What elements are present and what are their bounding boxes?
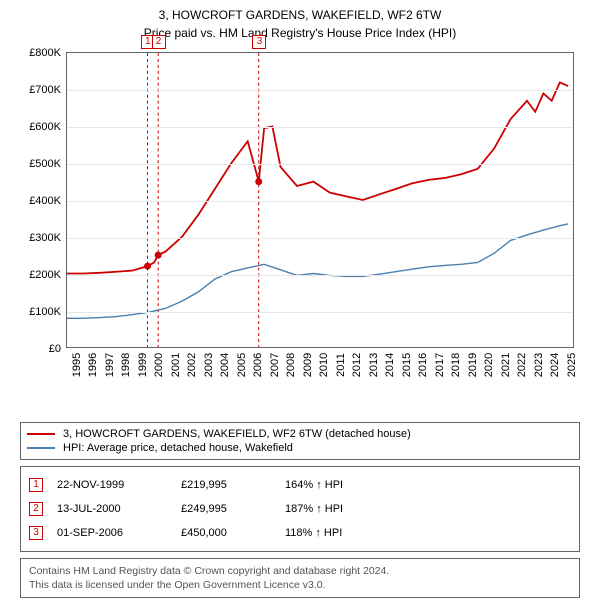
sales-pct: 118% ↑ HPI [285,527,571,539]
sales-price: £249,995 [181,503,271,515]
attribution-line-1: Contains HM Land Registry data © Crown c… [29,564,571,578]
x-axis-label: 2024 [545,353,561,377]
chart-svg [67,53,573,347]
legend-label-hpi: HPI: Average price, detached house, Wake… [63,442,293,454]
sales-row: 1 22-NOV-1999 £219,995 164% ↑ HPI [29,473,571,497]
x-axis-label: 2019 [463,353,479,377]
sales-date: 13-JUL-2000 [57,503,167,515]
y-axis-label: £0 [49,343,67,355]
sales-pct: 164% ↑ HPI [285,479,571,491]
sales-marker-num: 2 [29,502,43,516]
chart-title-1: 3, HOWCROFT GARDENS, WAKEFIELD, WF2 6TW [10,6,590,24]
x-axis-label: 2013 [364,353,380,377]
y-axis-label: £100K [29,306,67,318]
grid-line [67,238,573,239]
legend-swatch-hpi [27,447,55,449]
x-axis-label: 2015 [397,353,413,377]
sale-point-dot [155,252,162,259]
chart-area: £0 £100K £200K £300K £400K £500K £600K £700K £80… [20,48,580,388]
x-axis-label: 2004 [215,353,231,377]
x-axis-label: 2025 [562,353,578,377]
grid-line [67,201,573,202]
x-axis-label: 2020 [479,353,495,377]
x-axis-label: 1995 [67,353,83,377]
x-axis-label: 2010 [314,353,330,377]
sales-price: £450,000 [181,527,271,539]
x-axis-label: 2011 [331,353,347,377]
y-axis-label: £500K [29,158,67,170]
x-axis-label: 1996 [83,353,99,377]
x-axis-label: 2023 [529,353,545,377]
sale-point-dot [144,263,151,270]
x-axis-label: 2018 [446,353,462,377]
sale-point-dot [255,178,262,185]
legend-item-series: 3, HOWCROFT GARDENS, WAKEFIELD, WF2 6TW … [27,427,573,441]
grid-line [67,312,573,313]
x-axis-label: 2000 [149,353,165,377]
x-axis-label: 2005 [232,353,248,377]
legend-swatch-series [27,433,55,435]
sales-marker-num: 3 [29,526,43,540]
attribution-line-2: This data is licensed under the Open Gov… [29,578,571,592]
attribution: Contains HM Land Registry data © Crown c… [20,558,580,598]
x-axis-label: 2014 [380,353,396,377]
y-axis-label: £400K [29,195,67,207]
x-axis-label: 2017 [430,353,446,377]
y-axis-label: £600K [29,121,67,133]
sales-date: 01-SEP-2006 [57,527,167,539]
sales-row: 2 13-JUL-2000 £249,995 187% ↑ HPI [29,497,571,521]
x-axis-label: 1998 [116,353,132,377]
y-axis-label: £200K [29,269,67,281]
chart-title-2: Price paid vs. HM Land Registry's House … [10,24,590,42]
x-axis-label: 2008 [281,353,297,377]
sales-pct: 187% ↑ HPI [285,503,571,515]
sale-marker-box: 2 [152,35,166,49]
sale-marker-box: 3 [252,35,266,49]
x-axis-label: 2012 [347,353,363,377]
x-axis-label: 1999 [133,353,149,377]
grid-line [67,127,573,128]
x-axis-label: 2009 [298,353,314,377]
x-axis-label: 2006 [248,353,264,377]
x-axis-label: 2022 [512,353,528,377]
legend-item-hpi: HPI: Average price, detached house, Wake… [27,441,573,455]
legend: 3, HOWCROFT GARDENS, WAKEFIELD, WF2 6TW … [20,422,580,460]
y-axis-label: £800K [29,47,67,59]
sales-price: £219,995 [181,479,271,491]
grid-line [67,90,573,91]
series-line-property [67,82,568,273]
x-axis-label: 1997 [100,353,116,377]
y-axis-label: £700K [29,84,67,96]
plot-region: £0£100K£200K£300K£400K£500K£600K£700K£80… [66,52,574,348]
grid-line [67,275,573,276]
x-axis-label: 2007 [265,353,281,377]
sales-row: 3 01-SEP-2006 £450,000 118% ↑ HPI [29,521,571,545]
legend-label-series: 3, HOWCROFT GARDENS, WAKEFIELD, WF2 6TW … [63,428,411,440]
x-axis-label: 2016 [413,353,429,377]
sales-date: 22-NOV-1999 [57,479,167,491]
grid-line [67,164,573,165]
y-axis-label: £300K [29,232,67,244]
x-axis-label: 2021 [496,353,512,377]
x-axis-label: 2003 [199,353,215,377]
x-axis-label: 2002 [182,353,198,377]
sales-table: 1 22-NOV-1999 £219,995 164% ↑ HPI 2 13-JUL-20… [20,466,580,552]
sales-marker-num: 1 [29,478,43,492]
x-axis-label: 2001 [166,353,182,377]
